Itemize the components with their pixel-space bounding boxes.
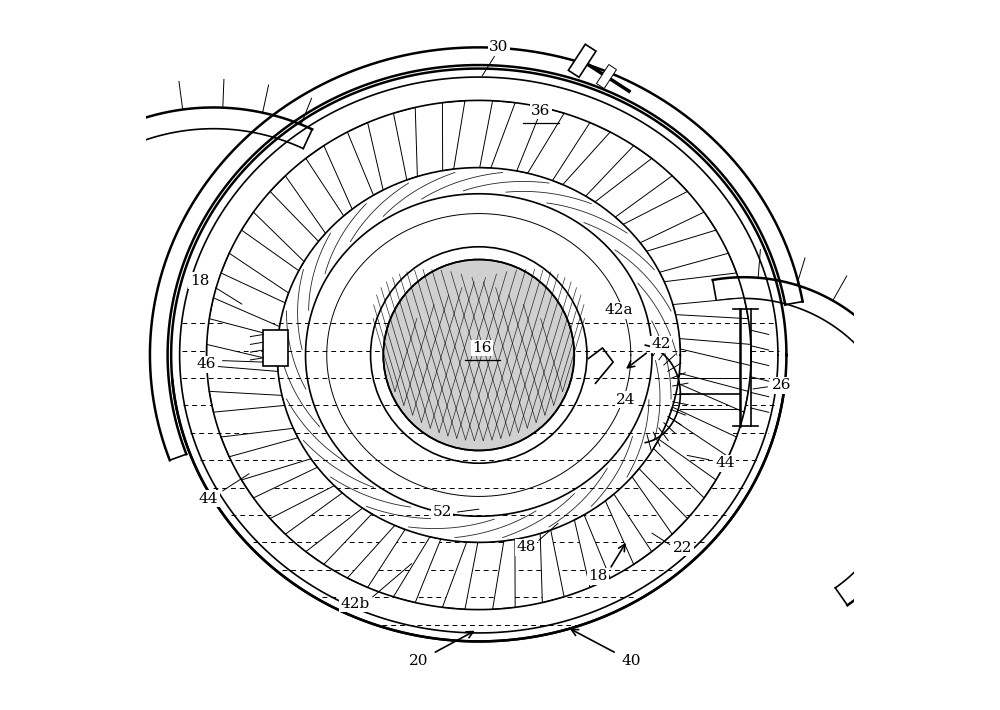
- Text: 30: 30: [489, 40, 508, 54]
- Polygon shape: [632, 469, 687, 534]
- Text: 20: 20: [409, 653, 428, 667]
- Polygon shape: [146, 1, 854, 709]
- Text: 48: 48: [516, 540, 536, 555]
- Text: 26: 26: [772, 378, 791, 393]
- Polygon shape: [678, 373, 748, 412]
- Polygon shape: [552, 123, 610, 185]
- Polygon shape: [480, 101, 515, 168]
- Polygon shape: [242, 212, 304, 271]
- Polygon shape: [209, 298, 280, 337]
- Polygon shape: [207, 344, 278, 371]
- Text: 42: 42: [651, 337, 671, 351]
- Polygon shape: [596, 65, 617, 89]
- Text: 52: 52: [432, 505, 452, 519]
- Text: 22: 22: [673, 541, 692, 555]
- Polygon shape: [540, 530, 564, 603]
- Polygon shape: [568, 44, 596, 77]
- Polygon shape: [640, 212, 716, 251]
- Polygon shape: [393, 537, 441, 603]
- Polygon shape: [660, 253, 737, 282]
- Polygon shape: [347, 525, 405, 587]
- Text: 44: 44: [199, 491, 218, 506]
- Polygon shape: [221, 253, 289, 303]
- Polygon shape: [347, 123, 383, 195]
- Text: 46: 46: [197, 357, 216, 371]
- Polygon shape: [242, 459, 317, 498]
- Polygon shape: [673, 298, 748, 319]
- Text: 18: 18: [588, 569, 607, 584]
- Polygon shape: [442, 542, 478, 609]
- Text: 18: 18: [190, 274, 209, 288]
- Circle shape: [383, 260, 574, 450]
- Polygon shape: [209, 391, 285, 412]
- Polygon shape: [442, 101, 465, 170]
- Polygon shape: [605, 494, 652, 564]
- Text: 44: 44: [715, 457, 735, 470]
- Polygon shape: [393, 107, 417, 180]
- Text: 24: 24: [616, 393, 636, 407]
- Polygon shape: [680, 339, 751, 366]
- Text: 40: 40: [621, 653, 641, 667]
- Text: 16: 16: [473, 341, 492, 355]
- Text: 36: 36: [531, 104, 551, 118]
- Polygon shape: [306, 508, 372, 564]
- Polygon shape: [574, 515, 610, 587]
- Polygon shape: [615, 176, 687, 224]
- Polygon shape: [493, 540, 515, 609]
- Polygon shape: [586, 146, 652, 202]
- FancyBboxPatch shape: [263, 330, 288, 366]
- Polygon shape: [306, 146, 352, 216]
- Polygon shape: [517, 107, 564, 173]
- Polygon shape: [653, 439, 716, 498]
- Polygon shape: [270, 486, 342, 534]
- Polygon shape: [669, 407, 737, 457]
- Text: 42b: 42b: [340, 597, 370, 611]
- Polygon shape: [221, 428, 298, 457]
- Text: 42a: 42a: [605, 303, 633, 317]
- Polygon shape: [270, 176, 326, 241]
